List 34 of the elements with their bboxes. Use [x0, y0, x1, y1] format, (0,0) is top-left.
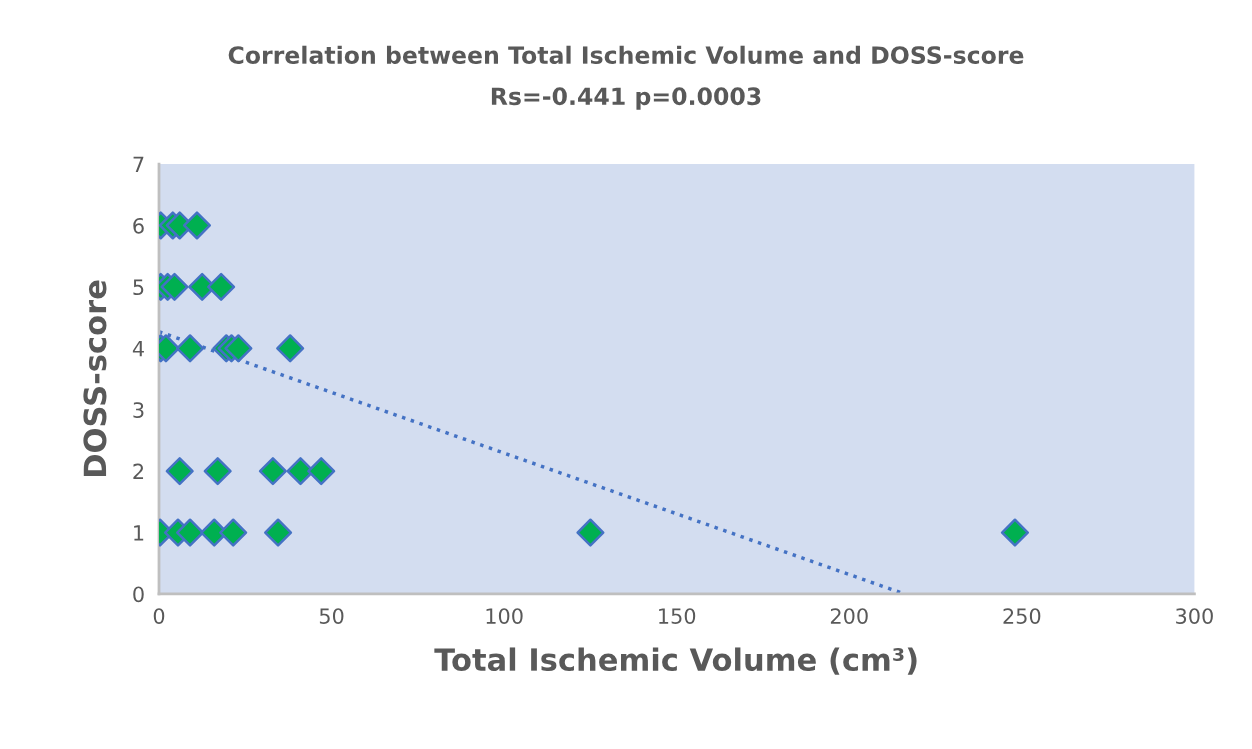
y-axis-title: DOSS-score [83, 280, 107, 477]
point [264, 518, 293, 547]
point [219, 518, 248, 547]
point [276, 334, 305, 363]
y-tick-label: 1 [134, 525, 144, 541]
point [203, 457, 232, 486]
point [224, 334, 253, 363]
x-tick-label: 100 [486, 608, 523, 624]
y-tick-label: 0 [133, 586, 144, 603]
x-tick-label: 300 [1176, 608, 1213, 624]
chart-subtitle: Rs=-0.441 p=0.0003 [491, 87, 761, 110]
point [1000, 518, 1029, 547]
point [160, 272, 189, 301]
point [258, 457, 287, 486]
point [207, 272, 236, 301]
point [176, 518, 205, 547]
point [576, 518, 605, 547]
x-tick-label: 200 [830, 608, 868, 624]
x-tick-label: 0 [153, 608, 165, 624]
chart-title: Correlation between Total Ischemic Volume and DOSS-score [228, 45, 1024, 64]
x-tick-label: 150 [659, 608, 696, 624]
y-tick-label: 2 [133, 463, 144, 480]
y-tick-label: 5 [133, 279, 144, 296]
y-tick-label: 7 [133, 156, 144, 172]
point [176, 334, 205, 363]
y-tick-label: 6 [133, 217, 144, 234]
x-axis-title: Total Ischemic Volume (cm³) [434, 647, 917, 675]
x-tick-label: 50 [319, 608, 344, 624]
x-tick-label: 250 [1003, 608, 1041, 624]
point [307, 457, 336, 486]
y-tick-label: 3 [133, 402, 144, 418]
y-tick-label: 4 [132, 341, 144, 357]
point [165, 457, 194, 486]
point [182, 211, 212, 240]
